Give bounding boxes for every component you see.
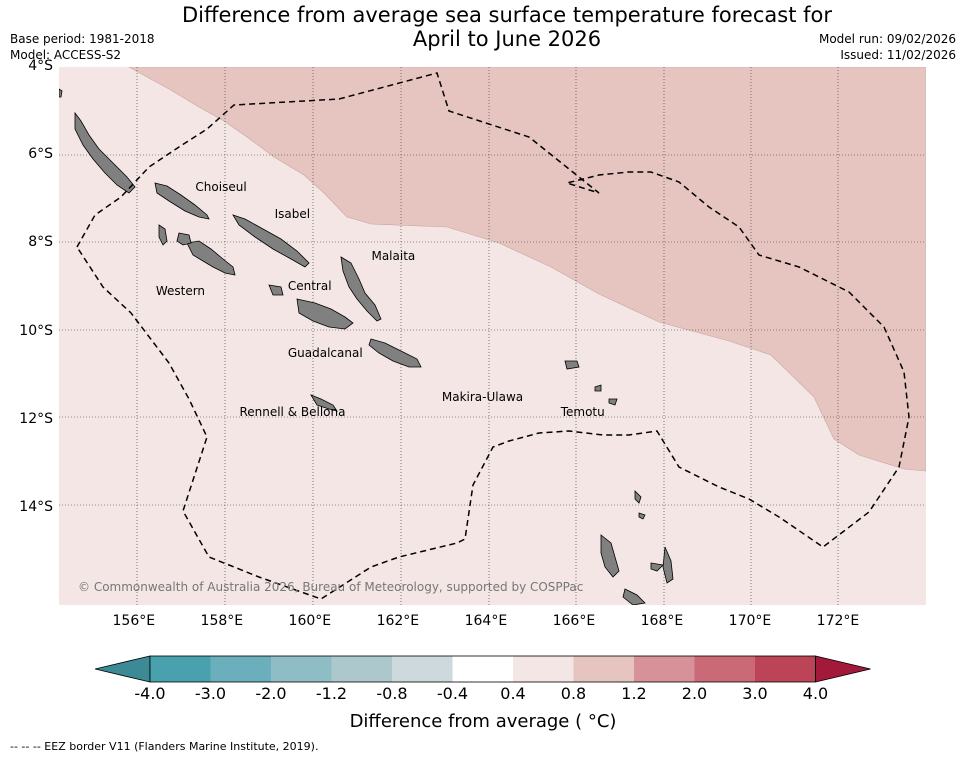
colorbar-tick-label: -2.0: [255, 684, 287, 703]
map-panel: [59, 67, 926, 605]
island-small-1: [594, 384, 602, 392]
colorbar-high-extend: [815, 655, 871, 683]
issued-text: Issued: 11/02/2026: [840, 48, 956, 62]
lat-tick-label: 10°S: [19, 322, 53, 339]
island-vanuatu-4: [650, 562, 664, 572]
lon-tick-label: 156°E: [112, 613, 156, 629]
colorbar-bin: [694, 656, 755, 682]
lat-tick-label: 14°S: [19, 498, 53, 515]
province-label: Guadalcanal: [287, 345, 363, 360]
lon-tick-label: 158°E: [200, 613, 244, 629]
colorbar-tick-label: 4.0: [802, 684, 829, 703]
island-guadalcanal: [296, 298, 354, 330]
island-malaita: [340, 256, 382, 322]
chart-title: Difference from average sea surface temp…: [0, 3, 965, 51]
colorbar-tick-label: -4.0: [134, 684, 166, 703]
province-label: Choiseul: [195, 180, 247, 195]
copyright-notice: © Commonwealth of Australia 2026, Bureau…: [78, 580, 584, 594]
colorbar-low-extend: [95, 655, 151, 683]
lon-tick-label: 160°E: [288, 613, 332, 629]
colorbar-bin: [210, 656, 271, 682]
island-small-2: [608, 398, 618, 406]
colorbar-bin: [150, 656, 211, 682]
lat-gridlines: [59, 154, 926, 506]
lon-tick-label: 162°E: [376, 613, 420, 629]
colorbar-bin: [271, 656, 332, 682]
colorbar-title: Difference from average ( °C): [349, 711, 617, 732]
island-vanuatu-1: [600, 534, 620, 578]
province-label: Temotu: [560, 405, 605, 420]
island-vanuatu-2: [622, 588, 646, 605]
colorbar-bin: [573, 656, 634, 682]
lon-tick-label: 168°E: [640, 613, 684, 629]
colorbar-frame: [149, 655, 816, 683]
colorbar-bin: [634, 656, 695, 682]
meta-left: Base period: 1981-2018 Model: ACCESS-S2: [10, 31, 155, 63]
island-isabel: [232, 214, 310, 268]
province-label: Malaita: [371, 248, 416, 263]
province-label: Isabel: [274, 206, 311, 221]
island-makira: [368, 338, 422, 368]
meta-right: Model run: 09/02/2026 Issued: 11/02/2026: [819, 31, 956, 63]
land-areas: [59, 88, 674, 605]
colorbar-tick-label: -3.0: [194, 684, 227, 703]
lon-tick-label: 164°E: [464, 613, 508, 629]
colorbar-tick-label: -0.8: [376, 684, 408, 703]
colorbar-tick-label: 1.2: [621, 684, 647, 703]
island-vanuatu-5: [634, 490, 642, 504]
lat-tick-label: 6°S: [28, 146, 53, 163]
model-text: Model: ACCESS-S2: [10, 48, 122, 62]
island-vella-lavella: [158, 224, 168, 246]
eez-border: [76, 72, 910, 600]
island-new-georgia: [74, 111, 136, 194]
sst-anomaly-warm-area: [128, 67, 926, 472]
title-line-2: April to June 2026: [412, 27, 602, 51]
colorbar-tick-label: 0.4: [500, 684, 526, 703]
island-kolombangara: [176, 232, 192, 246]
island-new-georgia-group: [186, 240, 236, 276]
colorbar-tick-label: -0.4: [436, 684, 469, 703]
lon-tick-label: 172°E: [816, 613, 860, 629]
colorbar: [95, 655, 871, 683]
province-label: Rennell & Bellona: [239, 405, 346, 420]
island-ngella: [268, 284, 284, 296]
island-bougainville: [59, 88, 63, 98]
province-label: Western: [155, 283, 206, 298]
island-vanuatu-3: [662, 546, 674, 584]
model-run-text: Model run: 09/02/2026: [818, 32, 956, 46]
colorbar-bin: [331, 656, 392, 682]
colorbar-tick-label: 0.8: [560, 684, 587, 703]
title-line-1: Difference from average sea surface temp…: [182, 3, 832, 27]
colorbar-bin: [755, 656, 816, 682]
colorbar-tick-label: 2.0: [681, 684, 708, 703]
lon-tick-label: 166°E: [552, 613, 596, 629]
island-rennell: [310, 394, 338, 412]
island-choiseul: [154, 182, 210, 220]
base-period-text: Base period: 1981-2018: [10, 32, 155, 46]
province-label: Makira-Ulawa: [441, 389, 524, 404]
island-vanuatu-6: [638, 512, 646, 520]
eez-legend-note: -- -- -- EEZ border V11 (Flanders Marine…: [10, 740, 319, 753]
lat-tick-label: 12°S: [19, 410, 53, 427]
province-label: Central: [287, 279, 332, 294]
colorbar-bin: [513, 656, 574, 682]
lat-tick-label: 4°S: [28, 58, 53, 74]
colorbar-bin: [452, 656, 513, 682]
lon-tick-label: 170°E: [728, 613, 772, 629]
lat-tick-label: 8°S: [28, 234, 53, 251]
colorbar-tick-label: -1.2: [315, 684, 348, 703]
colorbar-bin: [392, 656, 453, 682]
colorbar-tick-label: 3.0: [742, 684, 768, 703]
island-santa-cruz: [564, 360, 580, 370]
